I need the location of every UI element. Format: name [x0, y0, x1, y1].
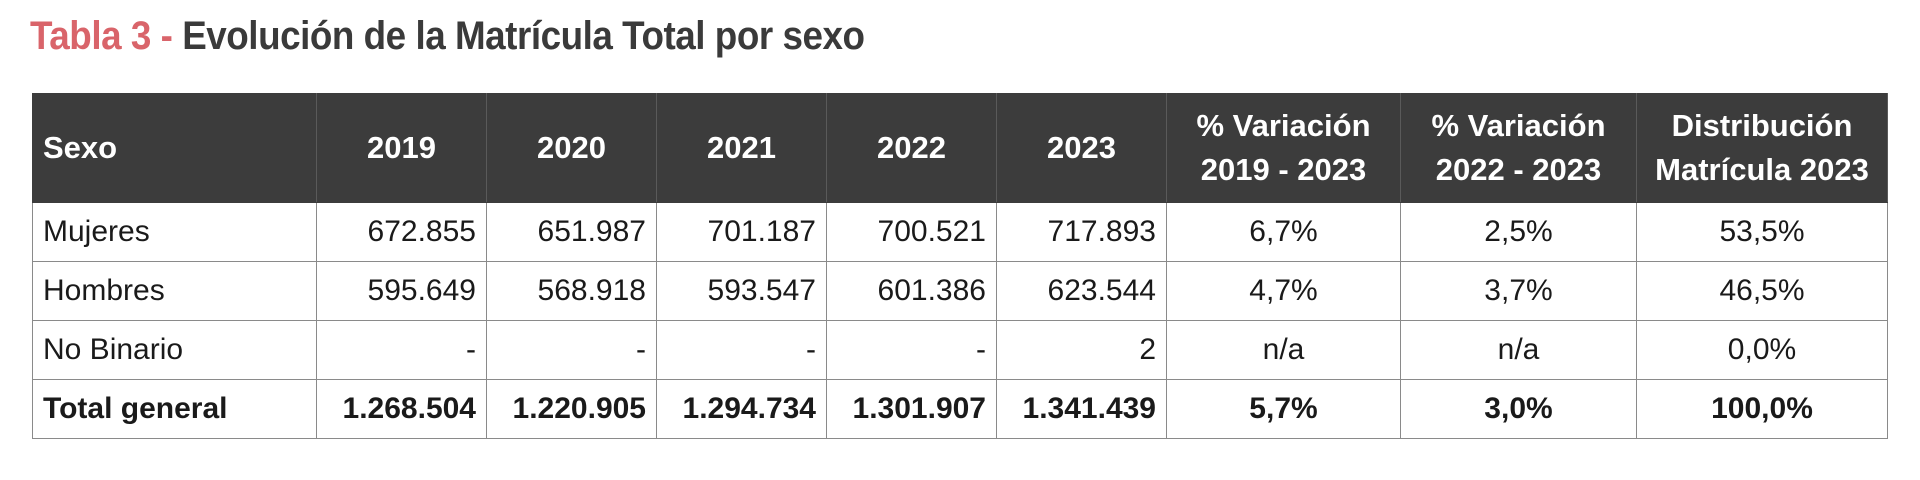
cell-2023: 1.341.439 [996, 379, 1167, 439]
header-variacion-2019-2023: % Variación 2019 - 2023 [1166, 93, 1401, 203]
cell-2023: 623.544 [996, 261, 1167, 321]
cell-2021: 1.294.734 [656, 379, 827, 439]
cell-var-2022-2023: 2,5% [1400, 202, 1637, 262]
cell-var-2019-2023: n/a [1166, 320, 1401, 380]
row-label: Mujeres [32, 202, 317, 262]
header-2020: 2020 [486, 93, 657, 203]
cell-2021: 701.187 [656, 202, 827, 262]
header-2023: 2023 [996, 93, 1167, 203]
table-row: No Binario - - - - 2 n/a n/a 0,0% [32, 320, 1888, 380]
cell-2023: 717.893 [996, 202, 1167, 262]
header-line: 2021 [707, 130, 776, 165]
cell-2020: - [486, 320, 657, 380]
header-line: 2023 [1047, 130, 1116, 165]
cell-2022: 601.386 [826, 261, 997, 321]
cell-var-2022-2023: 3,7% [1400, 261, 1637, 321]
cell-2019: - [316, 320, 487, 380]
table-row: Mujeres 672.855 651.987 701.187 700.521 … [32, 202, 1888, 262]
cell-2022: 1.301.907 [826, 379, 997, 439]
header-variacion-2022-2023: % Variación 2022 - 2023 [1400, 93, 1637, 203]
header-line: Matrícula 2023 [1655, 152, 1869, 187]
cell-2021: - [656, 320, 827, 380]
header-line: 2022 [877, 130, 946, 165]
cell-2019: 595.649 [316, 261, 487, 321]
cell-distribucion: 53,5% [1636, 202, 1888, 262]
header-line: % Variación [1196, 108, 1371, 143]
cell-distribucion: 0,0% [1636, 320, 1888, 380]
header-line: 2019 - 2023 [1200, 152, 1367, 187]
cell-2020: 568.918 [486, 261, 657, 321]
cell-2019: 672.855 [316, 202, 487, 262]
header-line: % Variación [1431, 108, 1606, 143]
page-title: Tabla 3 - Evolución de la Matrícula Tota… [30, 14, 865, 59]
header-line: 2020 [537, 130, 606, 165]
cell-2022: 700.521 [826, 202, 997, 262]
title-prefix: Tabla 3 - [30, 14, 183, 58]
header-2019: 2019 [316, 93, 487, 203]
cell-var-2019-2023: 4,7% [1166, 261, 1401, 321]
header-2022: 2022 [826, 93, 997, 203]
enrollment-table: Sexo 2019 2020 2021 2022 2023 % Variació… [32, 93, 1888, 439]
cell-var-2022-2023: n/a [1400, 320, 1637, 380]
cell-var-2019-2023: 5,7% [1166, 379, 1401, 439]
header-distribucion-2023: Distribución Matrícula 2023 [1636, 93, 1888, 203]
title-text: Evolución de la Matrícula Total por sexo [182, 14, 865, 58]
cell-2020: 1.220.905 [486, 379, 657, 439]
cell-2023: 2 [996, 320, 1167, 380]
row-label: No Binario [32, 320, 317, 380]
cell-distribucion: 46,5% [1636, 261, 1888, 321]
header-2021: 2021 [656, 93, 827, 203]
table-header-row: Sexo 2019 2020 2021 2022 2023 % Variació… [32, 93, 1888, 203]
cell-var-2019-2023: 6,7% [1166, 202, 1401, 262]
table-row: Hombres 595.649 568.918 593.547 601.386 … [32, 261, 1888, 321]
cell-2022: - [826, 320, 997, 380]
header-line: Distribución [1671, 108, 1853, 143]
cell-2021: 593.547 [656, 261, 827, 321]
cell-var-2022-2023: 3,0% [1400, 379, 1637, 439]
header-line: 2019 [367, 130, 436, 165]
row-label: Hombres [32, 261, 317, 321]
row-label: Total general [32, 379, 317, 439]
header-sexo: Sexo [32, 93, 317, 203]
header-line: 2022 - 2023 [1435, 152, 1602, 187]
header-line: Sexo [43, 130, 118, 165]
table-total-row: Total general 1.268.504 1.220.905 1.294.… [32, 379, 1888, 439]
cell-2019: 1.268.504 [316, 379, 487, 439]
cell-distribucion: 100,0% [1636, 379, 1888, 439]
cell-2020: 651.987 [486, 202, 657, 262]
